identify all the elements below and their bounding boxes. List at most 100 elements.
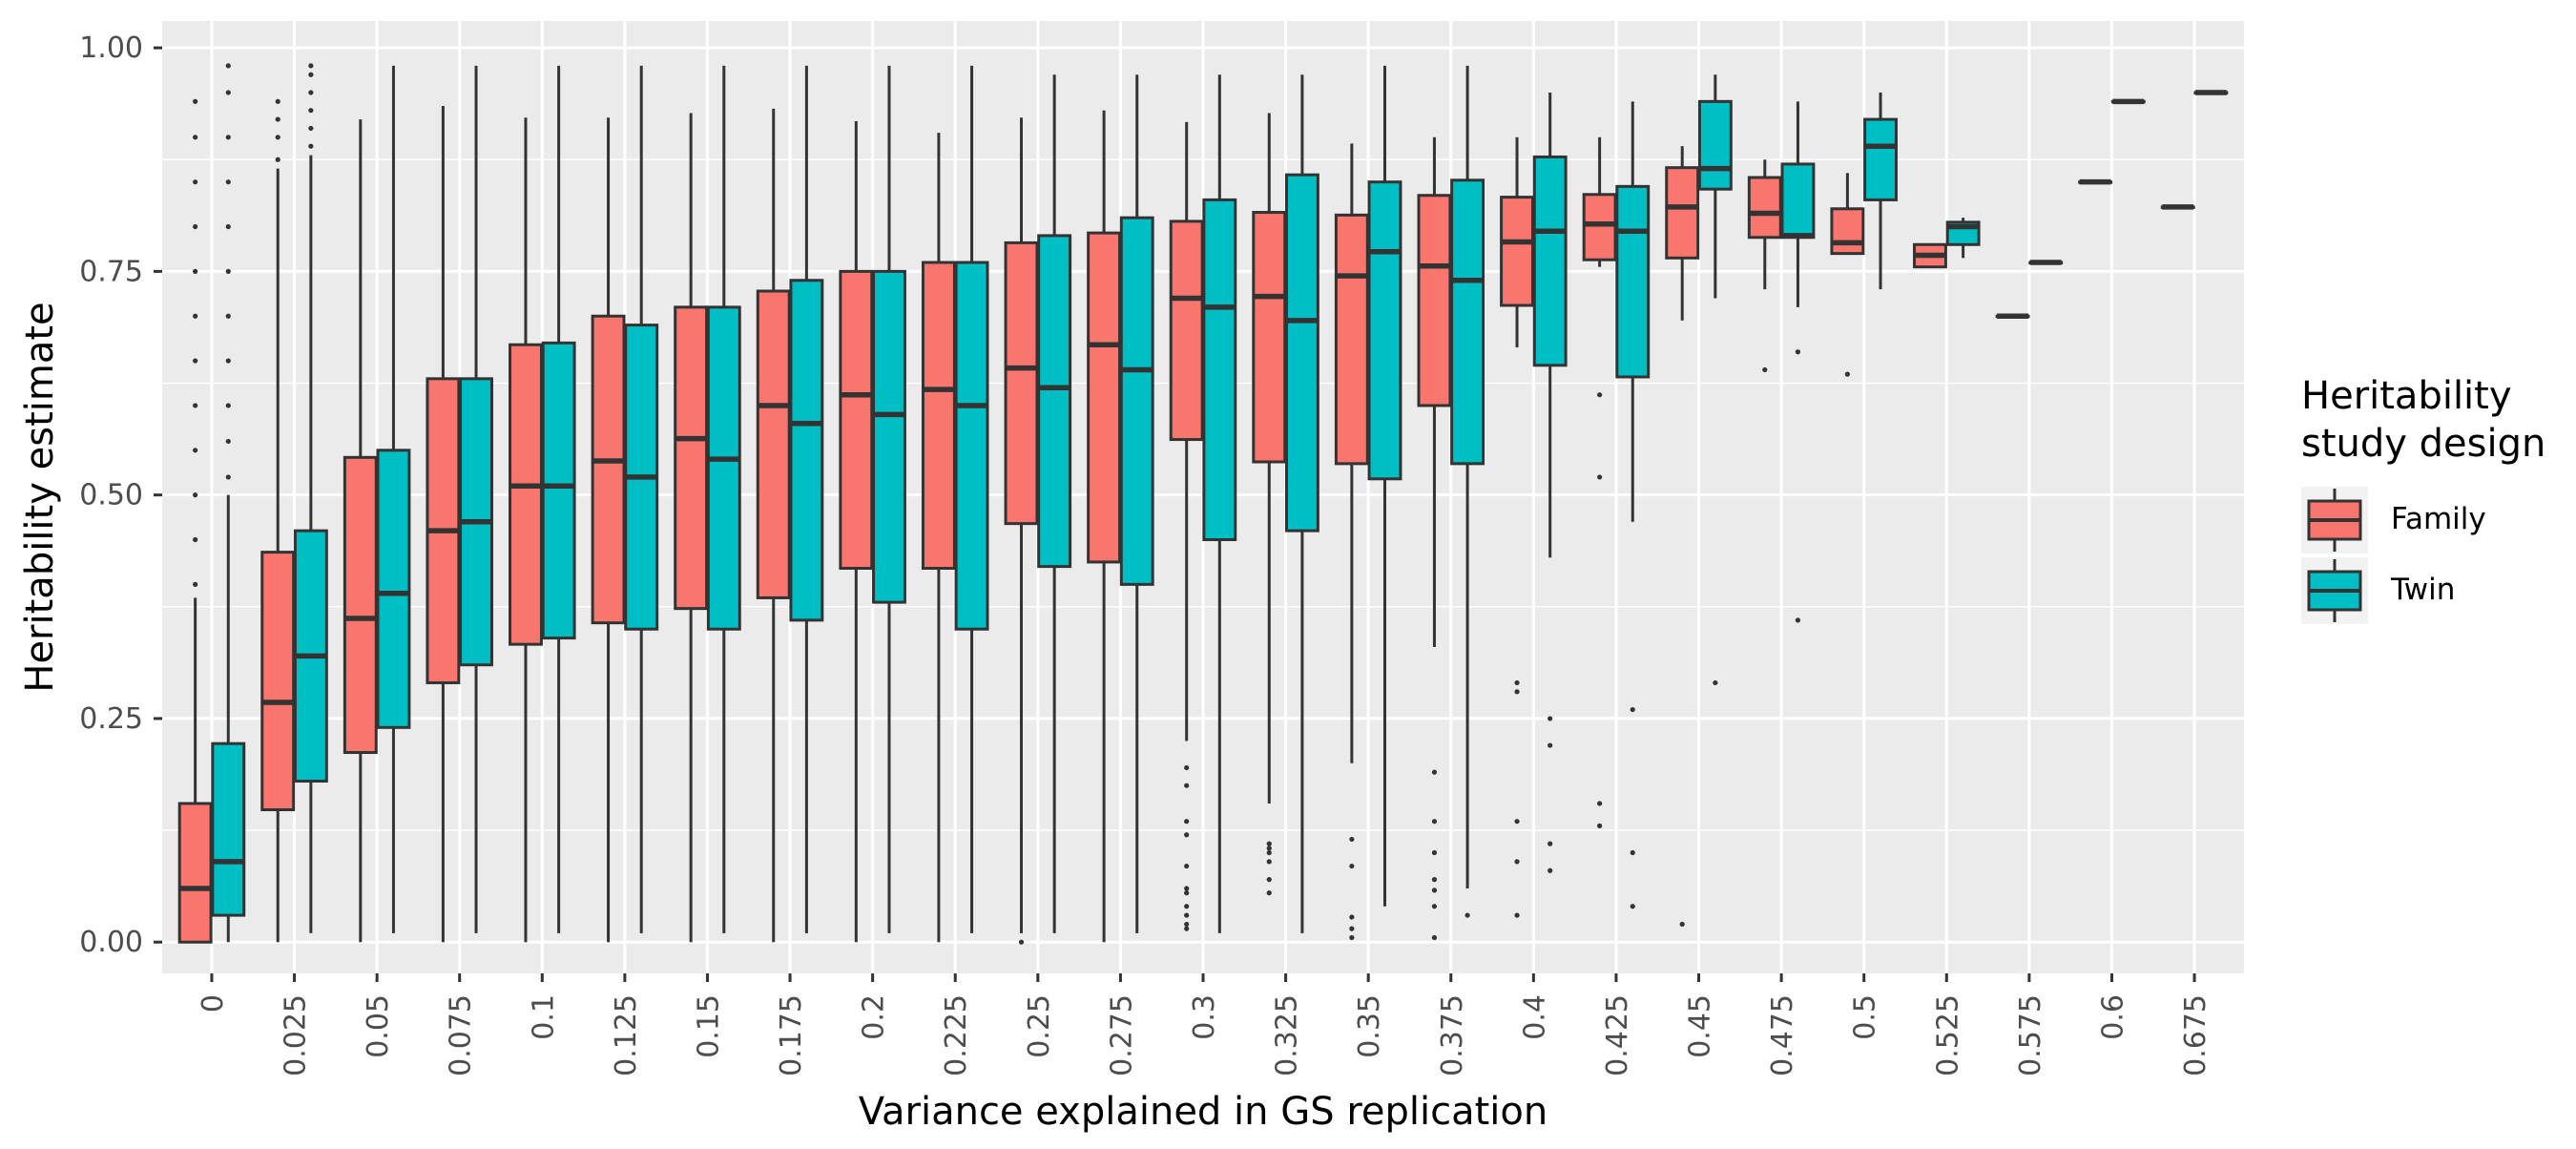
box-body xyxy=(1500,196,1534,307)
outlier-point xyxy=(1266,846,1272,851)
outlier-point xyxy=(1018,939,1025,945)
x-tick-label: 0.525 xyxy=(1931,994,1964,1076)
outlier-point xyxy=(1597,474,1603,480)
outlier-point xyxy=(1465,912,1470,918)
box-body xyxy=(921,261,956,570)
outlier-point xyxy=(1349,863,1355,869)
legend-key-family xyxy=(2301,487,2368,554)
box-family-0.1 xyxy=(509,117,543,943)
outlier-point xyxy=(193,448,198,453)
x-tick-label: 0.45 xyxy=(1684,994,1717,1058)
outlier-point xyxy=(1184,926,1190,931)
box-body xyxy=(1615,184,1651,379)
outlier-point xyxy=(1349,914,1355,920)
x-tick-label: 0.075 xyxy=(445,994,478,1076)
outlier-point xyxy=(1184,764,1190,771)
outlier-point xyxy=(1184,912,1190,918)
box-family-0.475 xyxy=(1747,159,1782,373)
box-body xyxy=(1169,219,1204,442)
box-body xyxy=(1202,198,1237,542)
box-body xyxy=(756,289,791,599)
outlier-point xyxy=(225,63,231,69)
outlier-point xyxy=(1184,832,1190,838)
outlier-point xyxy=(308,125,314,132)
legend-label-family: Family xyxy=(2391,502,2486,536)
box-twin-0.325 xyxy=(1284,74,1319,933)
box-body xyxy=(260,551,296,812)
x-tick-label: 0.15 xyxy=(692,994,725,1058)
box-family-0.375 xyxy=(1417,136,1452,941)
x-tick-label: 0.6 xyxy=(2096,994,2129,1040)
x-axis-title: Variance explained in GS replication xyxy=(859,1090,1548,1134)
outlier-point xyxy=(1597,823,1603,828)
box-body xyxy=(1830,207,1865,256)
outlier-point xyxy=(193,403,198,408)
x-axis: 0 0.025 0.05 0.075 0.1 0.125 0.15 0.175 0.2 0.225… xyxy=(197,973,2212,1076)
x-tick-label: 0.425 xyxy=(1601,994,1634,1076)
x-tick-label: 0.3 xyxy=(1188,994,1221,1040)
outlier-point xyxy=(1844,371,1850,377)
box-family-0.4 xyxy=(1500,136,1534,918)
outlier-point xyxy=(308,143,314,149)
x-tick-label: 0.2 xyxy=(858,994,891,1040)
outlier-point xyxy=(225,223,231,230)
outlier-point xyxy=(1713,679,1718,686)
outlier-point xyxy=(225,90,231,95)
outlier-point xyxy=(1548,867,1553,873)
box-family-0.175 xyxy=(756,108,791,943)
box-twin-0.1 xyxy=(541,65,576,933)
outlier-point xyxy=(1548,742,1553,748)
box-twin-0.575 xyxy=(2028,260,2064,265)
outlier-point xyxy=(1795,349,1801,355)
box-twin-0.175 xyxy=(789,65,824,933)
box-twin-0.025 xyxy=(293,63,328,933)
outlier-point xyxy=(1431,934,1438,941)
box-twin-0.075 xyxy=(459,65,493,933)
box-body xyxy=(509,343,543,646)
box-body xyxy=(1532,155,1568,367)
x-tick-label: 0.025 xyxy=(280,994,313,1076)
box-body xyxy=(1863,117,1898,201)
box-body xyxy=(1665,166,1700,260)
x-tick-label: 0.05 xyxy=(362,994,395,1058)
outlier-point xyxy=(1266,859,1272,865)
box-body xyxy=(1284,173,1319,533)
outlier-point xyxy=(1630,904,1635,909)
outlier-point xyxy=(1431,849,1438,856)
box-body xyxy=(177,802,213,944)
boxes xyxy=(177,63,2229,945)
outlier-point xyxy=(193,358,198,364)
box-twin-0.3 xyxy=(1202,74,1237,933)
box-family-0.125 xyxy=(591,117,626,943)
box-body xyxy=(1747,176,1782,240)
box-body xyxy=(872,269,906,604)
x-tick-label: 0.375 xyxy=(1436,994,1469,1076)
outlier-point xyxy=(1514,679,1520,686)
outlier-point xyxy=(225,135,231,140)
outlier-point xyxy=(1597,801,1603,806)
outlier-point xyxy=(225,179,231,185)
box-twin-0.375 xyxy=(1450,65,1485,918)
box-family-0.25 xyxy=(1004,117,1039,945)
y-axis-title: Heritability estimate xyxy=(18,302,62,692)
x-tick-label: 0.175 xyxy=(775,994,808,1076)
outlier-point xyxy=(1349,926,1355,931)
outlier-point xyxy=(1184,886,1190,891)
outlier-point xyxy=(193,135,198,140)
outlier-point xyxy=(1548,841,1553,846)
legend-label-twin: Twin xyxy=(2390,573,2455,607)
x-tick-label: 0.575 xyxy=(2014,994,2047,1076)
outlier-point xyxy=(1630,706,1635,713)
outlier-point xyxy=(193,268,198,274)
box-twin-0.475 xyxy=(1780,101,1816,623)
box-family-0.325 xyxy=(1252,113,1287,896)
x-tick-label: 0.1 xyxy=(527,994,560,1040)
box-body xyxy=(211,742,246,917)
outlier-point xyxy=(1184,921,1190,928)
box-twin-0.35 xyxy=(1367,65,1402,907)
legend: Heritability study design Family Twin xyxy=(2301,374,2545,624)
legend-title-line-2: study design xyxy=(2301,422,2545,466)
legend-title-line-1: Heritability xyxy=(2301,374,2512,418)
